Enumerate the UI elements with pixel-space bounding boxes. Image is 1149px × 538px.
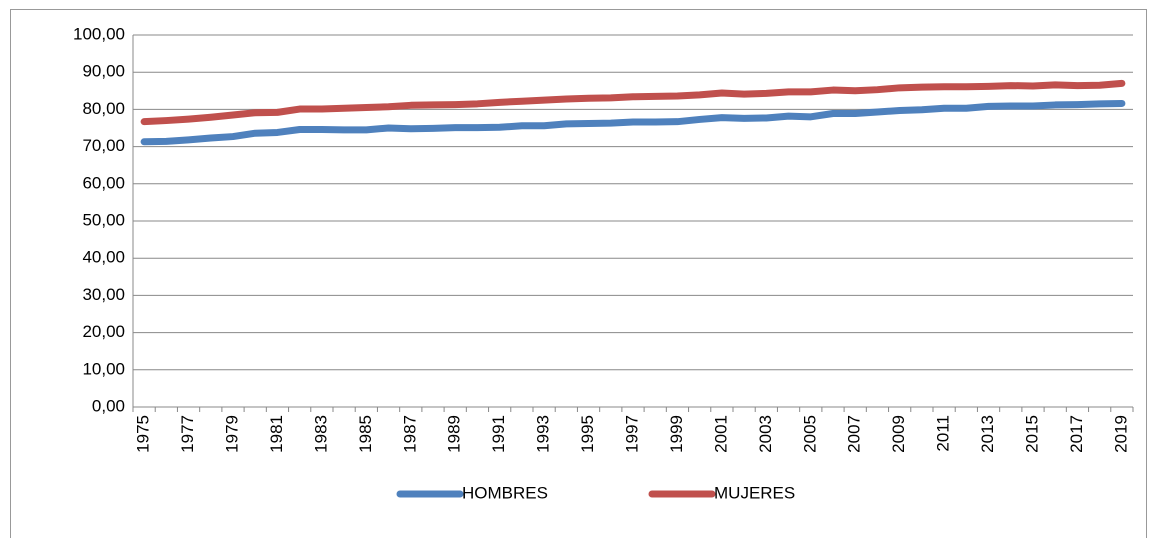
legend-label: HOMBRES: [462, 483, 548, 502]
y-tick-label: 30,00: [82, 285, 125, 304]
x-tick-label: 2007: [845, 415, 864, 453]
y-tick-label: 20,00: [82, 322, 125, 341]
x-tick-label: 1995: [578, 415, 597, 453]
x-tick-label: 1987: [400, 415, 419, 453]
y-tick-label: 40,00: [82, 248, 125, 267]
legend-label: MUJERES: [714, 483, 795, 502]
y-tick-label: 60,00: [82, 173, 125, 192]
x-tick-label: 1999: [667, 415, 686, 453]
y-tick-label: 80,00: [82, 99, 125, 118]
x-tick-label: 2009: [889, 415, 908, 453]
y-tick-label: 90,00: [82, 62, 125, 81]
x-tick-label: 2003: [756, 415, 775, 453]
x-tick-label: 2005: [800, 415, 819, 453]
chart-frame: [10, 9, 1147, 538]
y-tick-label: 10,00: [82, 359, 125, 378]
y-tick-label: 70,00: [82, 136, 125, 155]
data-line: [140, 99, 1126, 146]
x-tick-label: 2019: [1111, 415, 1130, 453]
x-tick-label: 2013: [978, 415, 997, 453]
data-line: [140, 79, 1126, 126]
y-tick-label: 0,00: [92, 396, 125, 415]
x-tick-label: 1975: [134, 415, 153, 453]
x-tick-label: 1985: [356, 415, 375, 453]
x-tick-label: 1997: [622, 415, 641, 453]
x-tick-label: 1989: [445, 415, 464, 453]
y-tick-label: 50,00: [82, 210, 125, 229]
x-tick-label: 1993: [534, 415, 553, 453]
x-tick-label: 2015: [1022, 415, 1041, 453]
x-tick-label: 1979: [222, 415, 241, 453]
x-tick-label: 2001: [711, 415, 730, 453]
x-tick-label: 2011: [934, 415, 953, 452]
x-tick-label: 1977: [178, 415, 197, 453]
y-tick-label: 100,00: [73, 24, 125, 43]
x-tick-label: 1983: [311, 415, 330, 453]
x-tick-label: 1991: [489, 415, 508, 453]
x-tick-label: 2017: [1067, 415, 1086, 453]
x-tick-label: 1981: [267, 415, 286, 453]
